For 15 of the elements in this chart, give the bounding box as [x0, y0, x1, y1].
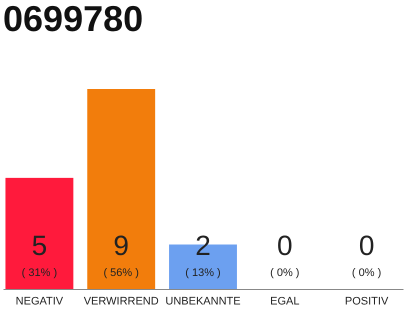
chart-title: 0699780 — [3, 0, 144, 39]
x-tick-label: NEGATIV — [16, 296, 64, 308]
annotation: ( 56% ) — [103, 267, 139, 279]
data-label: 0 — [358, 230, 374, 261]
annotation: ( 13% ) — [185, 267, 221, 279]
annotation: ( 0% ) — [270, 267, 300, 279]
x-tick-label: UNBEKANNTE — [165, 296, 241, 308]
x-tick-label: VERWIRREND — [84, 296, 159, 308]
data-label: 5 — [32, 230, 48, 261]
data-label: 0 — [277, 230, 293, 261]
x-tick-label: POSITIV — [344, 296, 389, 308]
annotation: ( 0% ) — [352, 267, 382, 279]
annotation: ( 31% ) — [22, 267, 58, 279]
data-label: 9 — [113, 230, 129, 261]
x-tick-label: EGAL — [270, 296, 300, 308]
